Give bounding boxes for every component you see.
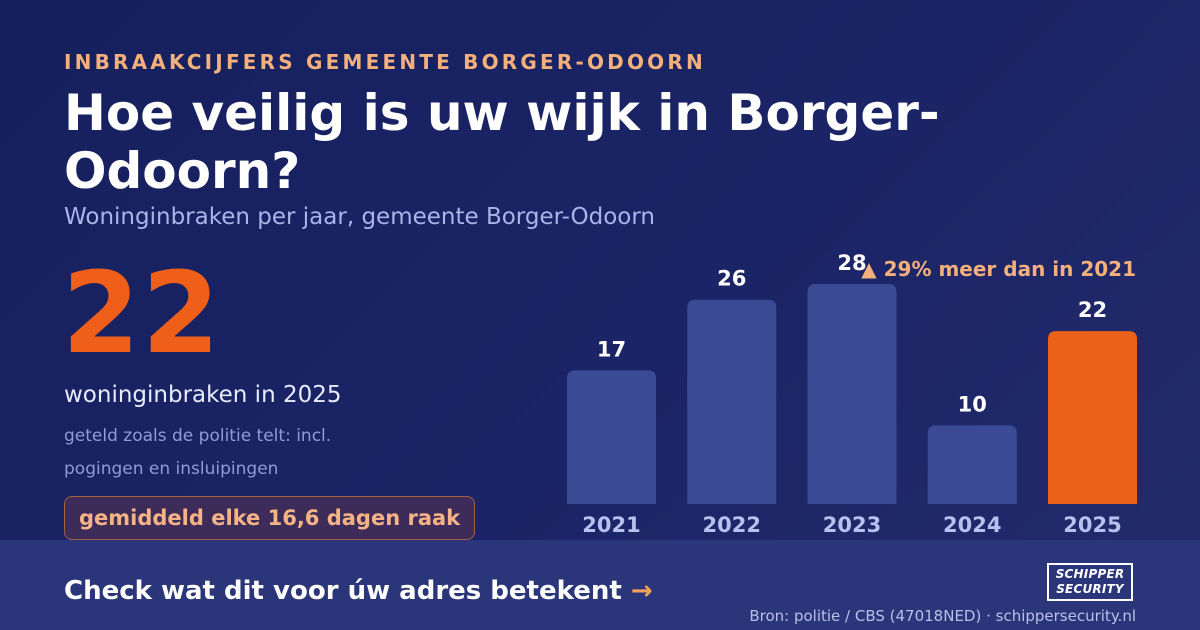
logo-line-2: SECURITY <box>1056 582 1124 596</box>
highlight-number: 22 <box>62 249 222 379</box>
value-label-2021: 17 <box>597 337 626 361</box>
tick-label-2021: 2021 <box>582 513 640 537</box>
tick-label-2025: 2025 <box>1063 513 1121 537</box>
page-title: Hoe veilig is uw wijk in Borger-Odoorn? <box>64 84 940 200</box>
value-label-2025: 22 <box>1078 298 1107 322</box>
cta-link[interactable]: Check wat dit voor úw adres betekent → <box>64 576 653 606</box>
frequency-badge: gemiddeld elke 16,6 dagen raak <box>64 496 476 540</box>
bar-2025 <box>1048 331 1137 504</box>
cta-text[interactable]: Check wat dit voor úw adres betekent <box>64 576 622 606</box>
arrow-right-icon[interactable]: → <box>630 576 653 606</box>
value-label-2022: 26 <box>717 267 746 291</box>
highlight-label: woninginbraken in 2025 <box>64 382 342 408</box>
logo-line-1: SCHIPPER <box>1055 567 1125 581</box>
tick-label-2024: 2024 <box>943 513 1001 537</box>
value-label-2023: 28 <box>837 251 866 275</box>
bar-2022 <box>687 299 777 504</box>
bar-2023 <box>807 284 897 504</box>
eyebrow-label: INBRAAKCIJFERS GEMEENTE BORGER-ODOORN <box>64 50 706 74</box>
schipper-security-logo: SCHIPPER SECURITY <box>1047 563 1133 601</box>
bar-2021 <box>567 370 656 504</box>
tick-label-2022: 2022 <box>703 513 761 537</box>
source-note: Bron: politie / CBS (47018NED) · schippe… <box>749 607 1136 625</box>
tick-label-2023: 2023 <box>823 513 881 537</box>
highlight-note: geteld zoals de politie telt: incl. pogi… <box>64 426 332 479</box>
chart-annotation: ▲ 29% meer dan in 2021 <box>861 257 1136 281</box>
footer-bar <box>0 540 1200 630</box>
value-label-2024: 10 <box>958 392 987 416</box>
bar-2024 <box>927 425 1017 504</box>
page-subtitle: Woninginbraken per jaar, gemeente Borger… <box>64 204 656 230</box>
bars-layer: 17 2021 26 2022 28 2023 10 2024 22 2025 <box>567 251 1137 537</box>
